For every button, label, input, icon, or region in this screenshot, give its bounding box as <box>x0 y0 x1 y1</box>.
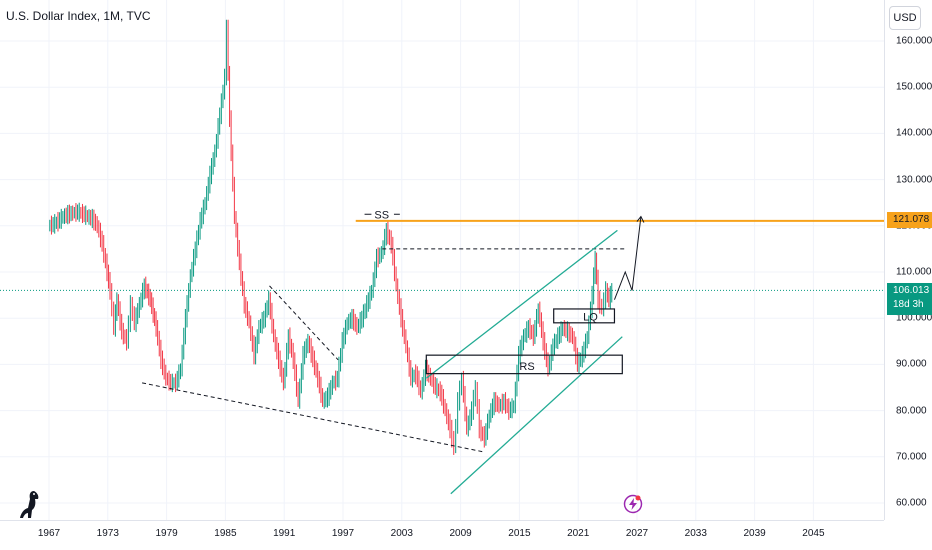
x-tick-label: 1979 <box>155 528 178 539</box>
lightning-icon[interactable] <box>623 494 643 514</box>
zone-box <box>553 308 616 324</box>
label-ss: SS <box>374 209 389 221</box>
trendline <box>142 382 486 453</box>
last-price-value: 106.013 <box>893 285 930 296</box>
dinosaur-icon[interactable] <box>16 488 46 522</box>
label-lq: LQ <box>583 312 598 324</box>
y-tick-label: 80.000 <box>896 405 927 417</box>
trendline <box>269 285 339 361</box>
x-tick-label: 2033 <box>684 528 707 539</box>
last-price-tag: 106.013 18d 3h <box>887 283 932 315</box>
projection-arrowhead <box>636 215 645 223</box>
channel-lower-line <box>450 336 623 495</box>
y-tick-label: 60.000 <box>896 497 927 509</box>
y-tick-label: 100.000 <box>896 312 932 324</box>
x-tick-label: 1997 <box>331 528 355 539</box>
y-tick-label: 90.000 <box>896 358 927 370</box>
chart-title: U.S. Dollar Index, 1M, TVC <box>6 9 151 23</box>
x-tick-label: 2009 <box>449 528 472 539</box>
channel-upper-line <box>425 229 618 379</box>
x-tick-label: 1985 <box>214 528 237 539</box>
x-tick-label: 2015 <box>508 528 531 539</box>
x-tick-label: 1991 <box>273 528 296 539</box>
x-tick-label: 2045 <box>802 528 825 539</box>
bar-countdown: 18d 3h <box>893 299 924 310</box>
x-tick-label: 2039 <box>743 528 766 539</box>
y-tick-label: 160.000 <box>896 35 932 47</box>
x-tick-label: 2003 <box>390 528 413 539</box>
label-rs: RS <box>519 361 534 373</box>
currency-button[interactable]: USD <box>889 6 921 30</box>
y-tick-label: 130.000 <box>896 174 932 186</box>
y-tick-label: 70.000 <box>896 451 927 463</box>
x-tick-label: 2021 <box>567 528 590 539</box>
y-tick-label: 140.000 <box>896 127 932 139</box>
x-tick-label: 1967 <box>37 528 61 539</box>
y-tick-label: 150.000 <box>896 81 932 93</box>
y-tick-label: 110.000 <box>896 266 932 278</box>
x-tick-label: 2027 <box>625 528 649 539</box>
zone-box <box>425 354 623 375</box>
resistance-price-tag: 121.078 <box>887 212 932 228</box>
projection-path <box>613 216 642 300</box>
x-tick-label: 1973 <box>96 528 119 539</box>
